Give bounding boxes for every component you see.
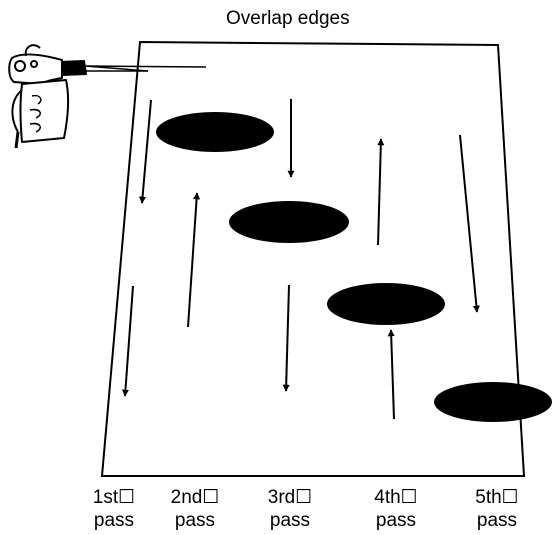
pass-label-5: 5th☐ pass bbox=[466, 486, 528, 532]
pass-word: pass bbox=[375, 510, 417, 531]
pass-label-3: 3rd☐ pass bbox=[258, 486, 322, 532]
spray-gun-icon bbox=[8, 44, 87, 149]
spray-spot-2 bbox=[229, 201, 349, 243]
pass-order: 5th☐ bbox=[475, 487, 519, 508]
pass-3-arrow-bottom bbox=[282, 284, 290, 392]
pass-1-arrow-top bbox=[139, 99, 152, 204]
spray-spot-3 bbox=[327, 283, 445, 325]
pass-order: 2nd☐ bbox=[170, 487, 220, 508]
spray-fan bbox=[84, 65, 207, 72]
pass-5-arrow bbox=[459, 134, 480, 313]
surface-panel bbox=[100, 40, 526, 477]
pass-order: 4th☐ bbox=[374, 487, 418, 508]
pass-label-4: 4th☐ pass bbox=[364, 486, 428, 532]
pass-4-arrow-top bbox=[377, 138, 385, 246]
spray-spot-4 bbox=[434, 382, 552, 422]
pass-2-arrow bbox=[187, 192, 201, 328]
pass-word: pass bbox=[269, 510, 311, 531]
pass-4-arrow-bottom bbox=[387, 329, 395, 420]
spray-spot-1 bbox=[156, 112, 274, 152]
pass-label-1: 1st☐ pass bbox=[84, 486, 144, 532]
pass-arrows bbox=[121, 99, 480, 420]
pass-order: 1st☐ bbox=[92, 487, 136, 508]
diagram-title: Overlap edges bbox=[226, 8, 350, 29]
pass-word: pass bbox=[174, 510, 216, 531]
pass-order: 3rd☐ bbox=[267, 487, 313, 508]
spray-spots bbox=[156, 112, 552, 422]
pass-1-arrow-bottom bbox=[121, 285, 134, 397]
pass-word: pass bbox=[93, 510, 135, 531]
pass-word: pass bbox=[476, 510, 518, 531]
pass-label-2: 2nd☐ pass bbox=[162, 486, 228, 532]
